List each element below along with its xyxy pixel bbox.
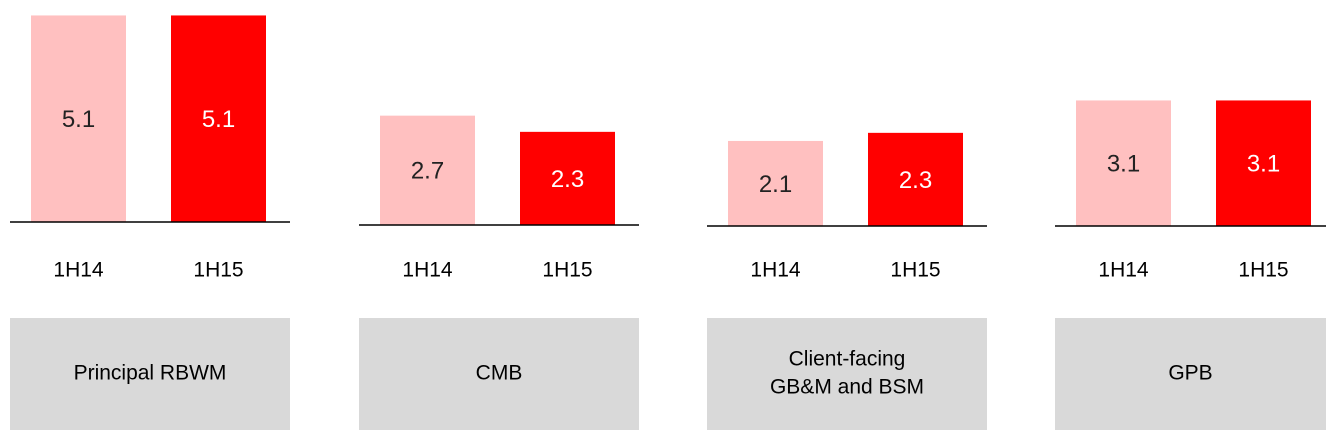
- value-label: 5.1: [62, 106, 95, 133]
- x-tick-label: 1H15: [193, 259, 243, 282]
- bar: [31, 15, 126, 223]
- value-label: 3.1: [1247, 151, 1280, 178]
- value-label: 5.1: [202, 106, 235, 133]
- bar: [1216, 100, 1311, 226]
- bar: [380, 115, 475, 225]
- bar: [728, 140, 823, 226]
- x-tick-label: 1H15: [890, 259, 940, 282]
- label-box: [707, 318, 987, 430]
- panel-title: GPB: [1168, 362, 1212, 385]
- label-box: [359, 318, 639, 430]
- value-label: 2.3: [899, 167, 932, 194]
- panel-title: Client-facing: [789, 348, 906, 371]
- x-tick-label: 1H14: [1098, 259, 1149, 282]
- x-tick-label: 1H14: [402, 259, 453, 282]
- bar: [868, 132, 963, 226]
- x-tick-label: 1H15: [542, 259, 592, 282]
- label-box: [1055, 318, 1326, 430]
- label-box: [10, 318, 290, 430]
- x-tick-label: 1H15: [1238, 259, 1288, 282]
- value-label: 2.7: [411, 158, 444, 185]
- x-tick-label: 1H14: [750, 259, 801, 282]
- panel-title: GB&M and BSM: [770, 376, 924, 399]
- bar: [520, 131, 615, 225]
- bar: [171, 15, 266, 223]
- bar: [1076, 100, 1171, 226]
- value-label: 2.1: [759, 171, 792, 198]
- x-tick-label: 1H14: [53, 259, 104, 282]
- value-label: 2.3: [551, 166, 584, 193]
- panel-title: CMB: [476, 362, 523, 385]
- value-label: 3.1: [1107, 151, 1140, 178]
- panel-title: Principal RBWM: [74, 362, 227, 385]
